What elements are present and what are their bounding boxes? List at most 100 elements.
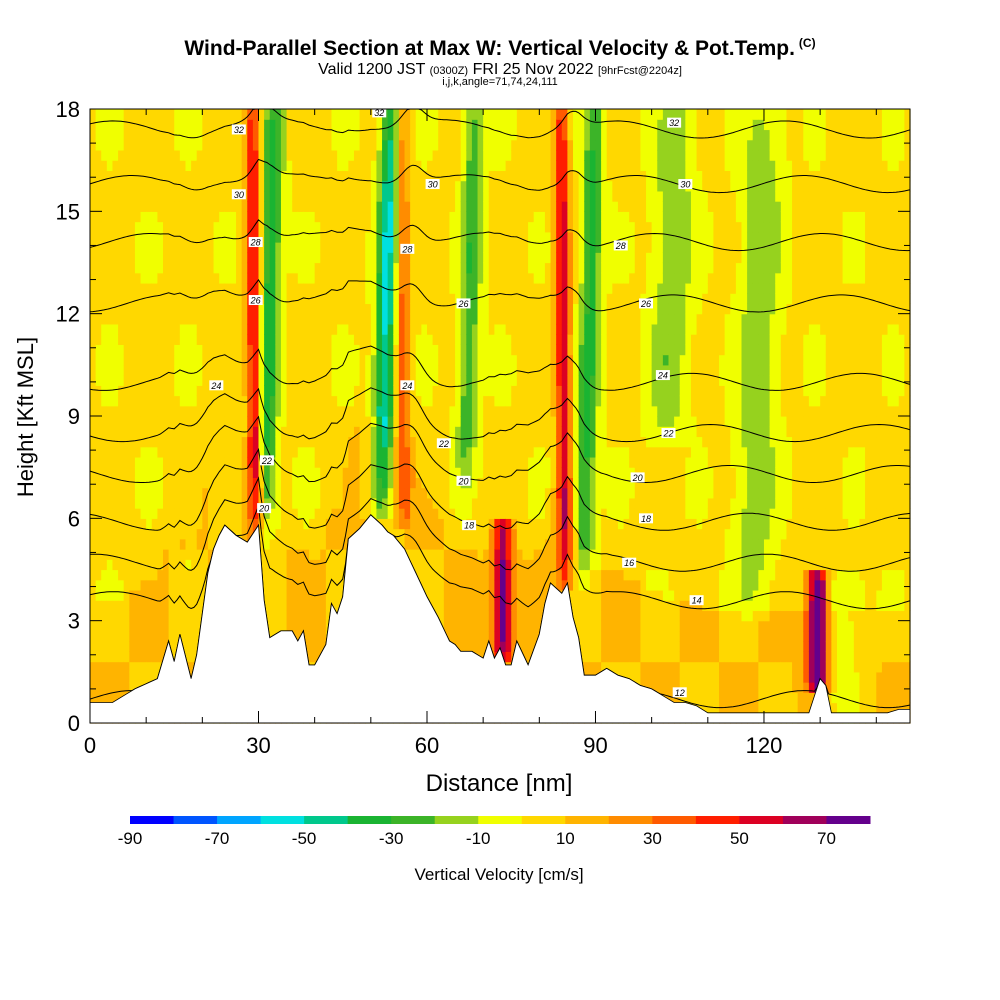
field-cell — [101, 211, 108, 223]
field-cell — [449, 395, 456, 407]
field-cell — [410, 149, 417, 161]
field-cell — [236, 528, 243, 540]
field-cell — [185, 375, 192, 386]
field-cell — [511, 211, 518, 223]
field-cell — [359, 180, 366, 192]
field-cell — [174, 620, 181, 632]
field-cell — [539, 364, 546, 376]
field-cell — [426, 139, 434, 151]
field-cell — [376, 170, 383, 182]
field-cell — [533, 487, 540, 499]
field-cell — [207, 262, 215, 274]
field-cell — [146, 579, 153, 591]
field-cell — [359, 190, 366, 202]
field-cell — [410, 293, 417, 305]
field-cell — [95, 149, 102, 161]
field-cell — [90, 682, 97, 693]
field-cell — [393, 416, 400, 427]
field-cell — [286, 149, 293, 161]
field-cell — [286, 303, 293, 315]
field-cell — [90, 190, 97, 202]
field-cell — [404, 282, 411, 294]
field-cell — [449, 610, 456, 622]
field-cell — [331, 170, 338, 182]
field-cell — [550, 242, 557, 253]
field-cell — [432, 242, 439, 253]
field-cell — [483, 456, 490, 468]
field-cell — [157, 364, 164, 376]
field-cell — [179, 149, 187, 161]
field-cell — [359, 395, 366, 407]
field-cell — [219, 467, 226, 478]
field-cell — [500, 293, 507, 305]
field-cell — [112, 497, 119, 509]
field-cell — [449, 549, 456, 560]
field-cell — [325, 538, 333, 550]
field-cell — [483, 559, 490, 571]
field-cell — [269, 242, 276, 253]
field-cell — [359, 272, 366, 284]
field-cell — [522, 201, 529, 212]
field-cell — [516, 436, 524, 448]
field-cell — [314, 518, 321, 530]
field-cell — [432, 190, 439, 202]
field-cell — [455, 456, 462, 468]
field-cell — [168, 262, 175, 274]
field-cell — [320, 252, 327, 264]
field-cell — [140, 467, 147, 478]
field-cell — [505, 385, 512, 397]
field-cell — [460, 641, 467, 652]
field-cell — [528, 344, 535, 356]
field-cell — [224, 139, 232, 151]
field-cell — [511, 579, 518, 591]
field-cell — [539, 456, 546, 468]
field-cell — [505, 119, 512, 131]
field-cell — [146, 109, 153, 120]
field-cell — [258, 221, 265, 233]
field-cell — [95, 395, 102, 407]
field-cell — [101, 692, 108, 704]
field-cell — [286, 201, 293, 212]
field-cell — [466, 559, 473, 571]
field-cell — [146, 231, 153, 243]
field-cell — [539, 190, 546, 202]
field-cell — [337, 579, 344, 591]
field-cell — [106, 354, 114, 366]
field-cell — [533, 569, 540, 581]
field-cell — [533, 467, 540, 478]
field-cell — [163, 477, 170, 489]
field-cell — [90, 242, 97, 253]
field-cell — [297, 579, 305, 591]
field-cell — [123, 426, 130, 438]
field-cell — [163, 497, 170, 509]
field-cell — [449, 518, 456, 530]
field-cell — [146, 456, 153, 468]
field-cell — [550, 221, 557, 233]
field-cell — [466, 600, 473, 612]
field-cell — [292, 313, 299, 325]
field-cell — [477, 446, 484, 458]
field-cell — [516, 446, 524, 458]
field-cell — [432, 272, 439, 284]
field-cell — [511, 354, 518, 366]
field-cell — [415, 375, 422, 386]
field-cell — [264, 252, 271, 264]
field-cell — [191, 149, 198, 161]
field-cell — [303, 334, 310, 345]
field-cell — [382, 405, 389, 417]
field-cell — [528, 538, 535, 550]
field-cell — [443, 323, 451, 335]
field-cell — [230, 293, 237, 305]
field-cell — [118, 129, 125, 141]
field-cell — [134, 375, 142, 386]
field-cell — [342, 487, 349, 499]
field-cell — [185, 201, 192, 212]
field-cell — [359, 242, 366, 253]
field-cell — [342, 467, 349, 478]
field-cell — [516, 303, 524, 315]
field-cell — [146, 620, 153, 632]
field-cell — [224, 303, 232, 315]
field-cell — [185, 456, 192, 468]
field-cell — [438, 272, 445, 284]
field-cell — [146, 395, 153, 407]
